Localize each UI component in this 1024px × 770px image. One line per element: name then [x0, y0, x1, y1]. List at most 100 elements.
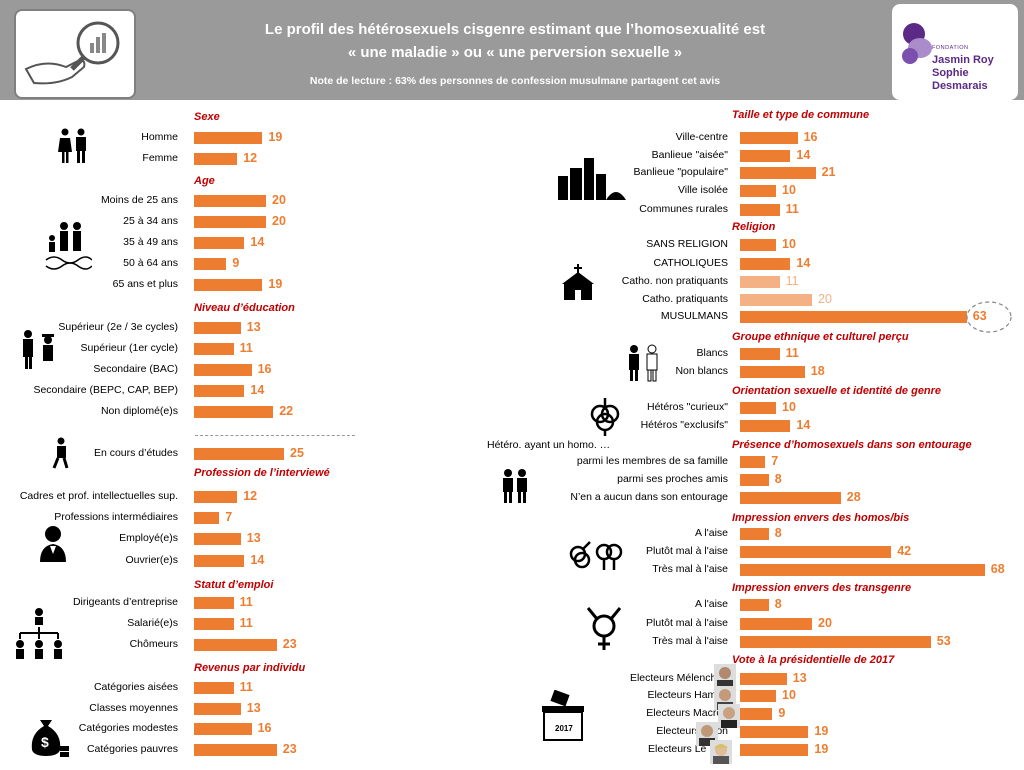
data-label: 13 — [246, 320, 261, 334]
data-label: 20 — [818, 616, 832, 630]
bar-label: Electeurs Mélenchon — [629, 672, 728, 684]
section-title: Taille et type de commune — [732, 109, 870, 121]
bar — [740, 258, 791, 270]
bar — [740, 528, 769, 540]
data-label: 28 — [846, 490, 861, 504]
bar — [194, 639, 277, 651]
bar — [740, 366, 805, 378]
bar — [740, 204, 780, 216]
bar — [194, 533, 241, 545]
bar-label: Chômeurs — [129, 638, 178, 650]
data-label: 53 — [936, 634, 951, 648]
bar — [740, 492, 841, 504]
bar-label: 50 à 64 ans — [123, 257, 178, 269]
data-label: 14 — [250, 553, 265, 567]
bar-label: CATHOLIQUES — [653, 257, 728, 269]
bar — [740, 185, 776, 197]
data-label: 25 — [290, 446, 304, 460]
magnifier-chart-icon — [24, 21, 120, 85]
bar-label: Cadres et prof. intellectuelles sup. — [19, 490, 178, 502]
bar — [740, 636, 931, 648]
ballot-year-label: 2017 — [555, 724, 573, 733]
foundation-name-line2: Sophie Desmarais — [932, 67, 988, 92]
section-note: Hétéro. ayant un homo. … — [487, 439, 611, 451]
data-label: 19 — [268, 130, 283, 144]
chart-title-line2: « une maladie » ou « une perversion sexu… — [347, 44, 683, 61]
bar-label: Moins de 25 ans — [100, 194, 178, 206]
bar — [740, 294, 812, 306]
section-title: Présence d’homosexuels dans son entourag… — [732, 439, 972, 451]
bar — [740, 132, 798, 144]
data-label: 8 — [774, 526, 782, 540]
bar — [194, 364, 252, 376]
bar-label: Banlieue "populaire" — [633, 166, 728, 178]
data-label: 13 — [246, 531, 261, 545]
foundation-small-label: FONDATION — [932, 45, 969, 51]
bar-label: Hétéros "curieux" — [647, 401, 728, 413]
bar — [740, 239, 776, 251]
bar-label: Dirigeants d’entreprise — [72, 596, 178, 608]
bar — [740, 167, 816, 179]
bar — [740, 348, 780, 360]
bar — [740, 564, 985, 576]
bar-label: 25 à 34 ans — [123, 215, 178, 227]
bar-label: 35 à 49 ans — [123, 236, 178, 248]
data-label: 11 — [239, 616, 253, 630]
data-label: 16 — [257, 362, 272, 376]
data-label: 12 — [243, 151, 258, 165]
data-label: 8 — [774, 597, 782, 611]
bar-label: Plutôt mal à l'aise — [646, 545, 728, 557]
bar-label: Ville isolée — [677, 184, 728, 196]
bar-label: Non diplomé(e)s — [100, 405, 178, 417]
ballot-box-icon — [542, 690, 584, 741]
bar-label: Professions intermédiaires — [54, 511, 178, 523]
section-title: Age — [194, 175, 215, 187]
data-label: 13 — [246, 701, 261, 715]
bar — [194, 406, 274, 418]
data-label: 63 — [972, 309, 987, 323]
bar-label: Non blancs — [675, 365, 728, 377]
highlight-ellipse — [966, 301, 1012, 333]
bar-label: Secondaire (BAC) — [93, 363, 178, 375]
bar — [740, 726, 809, 738]
worker-icon — [40, 526, 66, 562]
bar-label: Banlieue "aisée" — [651, 149, 728, 161]
data-label: 16 — [803, 130, 818, 144]
bar — [194, 682, 234, 694]
data-label: 7 — [771, 454, 779, 468]
bar-label: Catégories aisées — [93, 681, 178, 693]
bar-label: Très mal à l'aise — [652, 563, 728, 575]
foundation-logo: FONDATION Jasmin Roy Sophie Desmarais — [892, 4, 1018, 100]
bar-label: Supérieur (1er cycle) — [80, 342, 178, 354]
bar-label: 65 ans et plus — [112, 278, 178, 290]
data-label: 22 — [279, 404, 294, 418]
section-title: Sexe — [194, 111, 220, 123]
org-chart-icon — [16, 608, 62, 659]
section-title: Niveau d’éducation — [194, 302, 295, 314]
candidate-photo-lepen — [710, 740, 732, 764]
bar — [194, 618, 234, 630]
bar — [194, 279, 263, 291]
bar-label: Très mal à l'aise — [652, 635, 728, 647]
data-label: 68 — [990, 562, 1005, 576]
bar-label: Catégories pauvres — [86, 743, 178, 755]
bar — [194, 491, 238, 503]
bar-label: Employé(e)s — [119, 532, 178, 544]
data-label: 12 — [243, 489, 258, 503]
bar — [740, 276, 780, 288]
data-label: 10 — [782, 688, 796, 702]
bar-label: En cours d’études — [93, 447, 178, 459]
bar — [740, 456, 766, 468]
bar-label: Catho. non pratiquants — [621, 275, 728, 287]
data-label: 23 — [282, 637, 297, 651]
data-label: 16 — [257, 721, 272, 735]
data-label: 19 — [814, 724, 829, 738]
data-label: 11 — [785, 274, 799, 288]
data-label: 9 — [778, 706, 786, 720]
data-label: 11 — [239, 595, 253, 609]
data-label: 10 — [782, 400, 796, 414]
header-banner: Le profil des hétérosexuels cisgenre est… — [0, 0, 1024, 100]
bar — [194, 512, 220, 524]
section-title: Profession de l’interviewé — [194, 467, 330, 479]
bar-label: Supérieur (2e / 3e cycles) — [58, 321, 178, 333]
